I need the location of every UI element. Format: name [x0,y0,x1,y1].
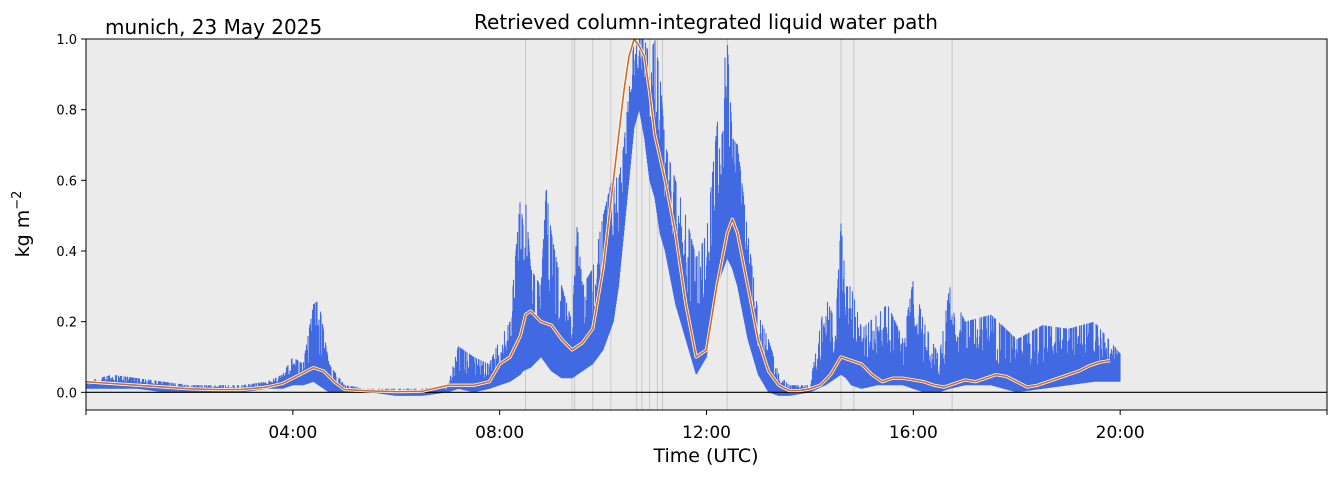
y-axis-label-base: kg m [12,210,34,258]
y-axis-label-exponent: −2 [10,191,25,210]
x-tick-label: 20:00 [1096,423,1145,443]
smoothed-line [85,38,1110,393]
y-tick-label: 1.0 [56,33,77,48]
y-axis-label: kg m−2 [10,191,34,258]
y-tick-label: 0.8 [56,104,77,119]
x-axis-label: Time (UTC) [652,445,758,467]
lwp-smoothed-series [85,37,1111,394]
y-tick-label: 0.2 [56,316,77,331]
y-tick-label: 0.4 [56,245,77,260]
x-tick-label: 16:00 [889,423,938,443]
x-tick-label: 12:00 [682,423,731,443]
x-tick-label: 04:00 [268,423,317,443]
y-tick-label: 0.0 [56,386,77,401]
x-axis: 04:00 08:00 12:00 16:00 20:00 [85,410,1328,443]
y-axis: 0.0 0.2 0.4 0.6 0.8 1.0 [56,33,86,401]
chart-subtitle: munich, 23 May 2025 [105,15,322,39]
y-tick-label: 0.6 [56,174,77,189]
chart-title: Retrieved column-integrated liquid water… [474,10,938,34]
x-tick-label: 08:00 [475,423,524,443]
